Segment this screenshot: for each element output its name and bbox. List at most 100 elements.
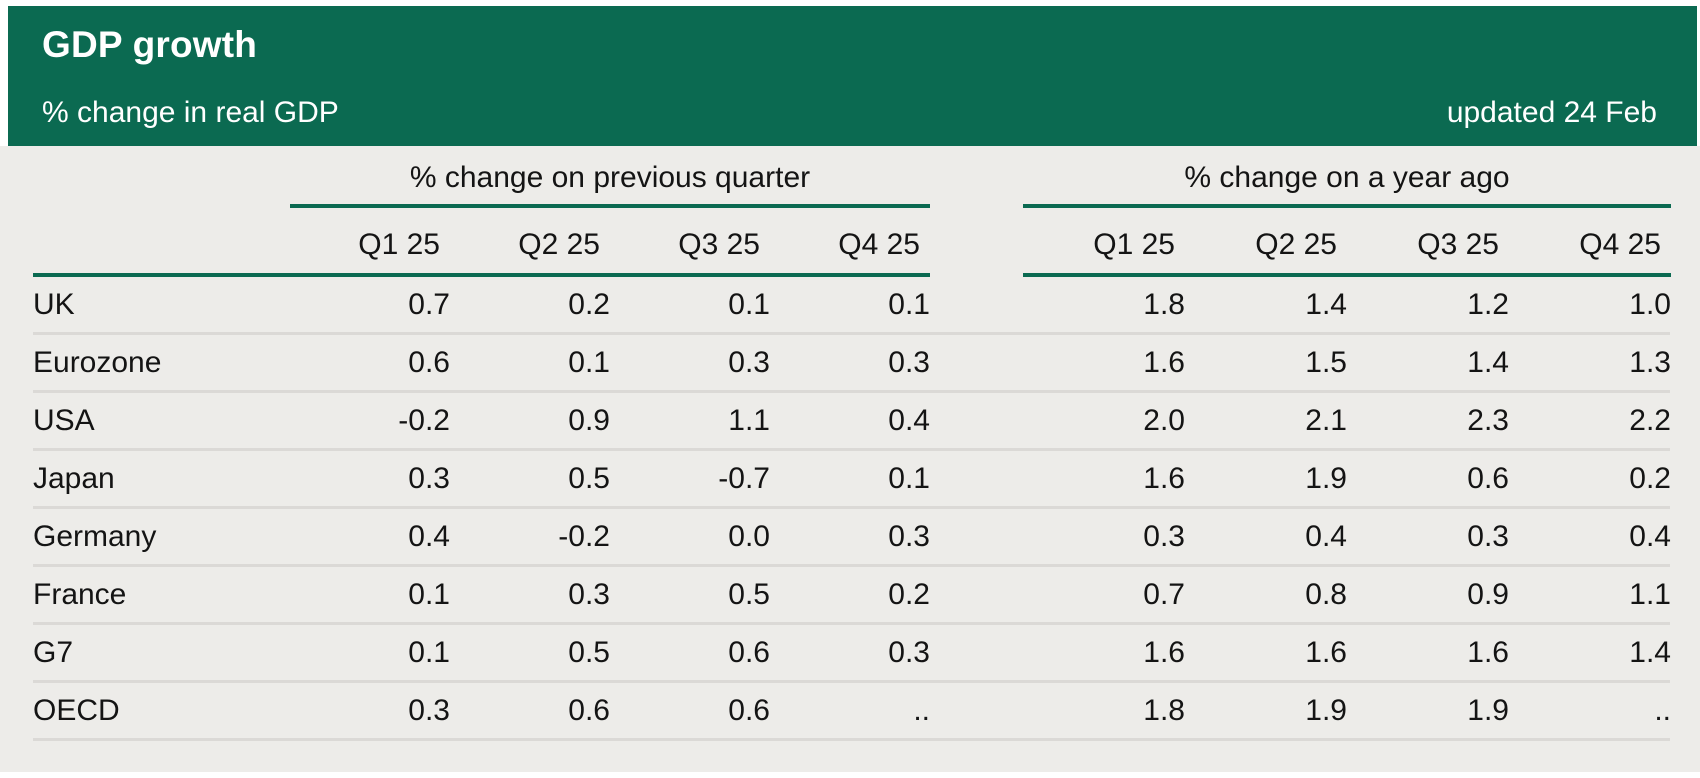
cell-year-q3: 1.4 (1467, 345, 1509, 379)
cell-year-q1: 0.3 (1143, 519, 1185, 553)
cell-year-q3: 0.9 (1467, 577, 1509, 611)
cell-prev-q2: -0.2 (558, 519, 610, 553)
row-label: OECD (33, 693, 120, 727)
cell-prev-q3: 0.5 (728, 577, 770, 611)
updated-label: updated 24 Feb (1446, 96, 1657, 129)
column-header-year-q3: Q3 25 (1347, 208, 1509, 277)
table-row: OECD 0.3 0.6 0.6 .. 1.8 1.9 1.9 .. (33, 683, 1671, 741)
card-header: GDP growth % change in real GDP updated … (8, 6, 1697, 146)
cell-year-q4: 1.3 (1629, 345, 1671, 379)
cell-year-q1: 2.0 (1143, 403, 1185, 437)
cell-prev-q3: 0.6 (728, 693, 770, 727)
cell-prev-q2: 0.2 (568, 287, 610, 321)
cell-year-q4: 1.1 (1629, 577, 1671, 611)
group-header-year-ago: % change on a year ago (1023, 146, 1671, 208)
table-row: Japan 0.3 0.5 -0.7 0.1 1.6 1.9 0.6 0.2 (33, 451, 1671, 509)
table-row: Eurozone 0.6 0.1 0.3 0.3 1.6 1.5 1.4 1.3 (33, 335, 1671, 393)
cell-prev-q1: 0.3 (408, 693, 450, 727)
column-header-prev-q1: Q1 25 (290, 208, 450, 277)
row-label: UK (33, 287, 75, 321)
cell-prev-q2: 0.6 (568, 693, 610, 727)
cell-prev-q4: .. (913, 693, 930, 727)
cell-year-q1: 1.8 (1143, 287, 1185, 321)
row-label: USA (33, 403, 95, 437)
cell-prev-q2: 0.3 (568, 577, 610, 611)
page-subtitle: % change in real GDP (42, 96, 339, 129)
group-header-row: % change on previous quarter % change on… (33, 146, 1671, 208)
cell-prev-q4: 0.1 (888, 461, 930, 495)
cell-year-q4: 0.4 (1629, 519, 1671, 553)
cell-prev-q3: 1.1 (728, 403, 770, 437)
table-row: France 0.1 0.3 0.5 0.2 0.7 0.8 0.9 1.1 (33, 567, 1671, 625)
table-panel: % change on previous quarter % change on… (0, 146, 1700, 772)
cell-prev-q2: 0.9 (568, 403, 610, 437)
cell-prev-q3: 0.1 (728, 287, 770, 321)
cell-year-q3: 1.9 (1467, 693, 1509, 727)
cell-prev-q1: 0.1 (408, 635, 450, 669)
cell-year-q4: 0.2 (1629, 461, 1671, 495)
cell-year-q3: 0.6 (1467, 461, 1509, 495)
cell-year-q1: 1.6 (1143, 345, 1185, 379)
column-header-prev-q4: Q4 25 (770, 208, 930, 277)
cell-prev-q3: 0.0 (728, 519, 770, 553)
cell-year-q4: 1.0 (1629, 287, 1671, 321)
column-header-year-q1: Q1 25 (1023, 208, 1185, 277)
cell-year-q1: 1.6 (1143, 635, 1185, 669)
cell-prev-q1: 0.4 (408, 519, 450, 553)
cell-prev-q2: 0.5 (568, 635, 610, 669)
cell-prev-q1: 0.1 (408, 577, 450, 611)
cell-year-q2: 0.4 (1305, 519, 1347, 553)
table-row: G7 0.1 0.5 0.6 0.3 1.6 1.6 1.6 1.4 (33, 625, 1671, 683)
cell-year-q2: 2.1 (1305, 403, 1347, 437)
cell-prev-q1: 0.7 (408, 287, 450, 321)
cell-prev-q4: 0.2 (888, 577, 930, 611)
row-label: Germany (33, 519, 157, 553)
cell-year-q4: .. (1654, 693, 1671, 727)
cell-prev-q2: 0.1 (568, 345, 610, 379)
column-header-year-q2: Q2 25 (1185, 208, 1347, 277)
column-header-blank (33, 208, 290, 277)
cell-prev-q3: -0.7 (718, 461, 770, 495)
cell-prev-q1: 0.6 (408, 345, 450, 379)
row-label: G7 (33, 635, 74, 669)
cell-prev-q4: 0.3 (888, 519, 930, 553)
cell-year-q2: 1.6 (1305, 635, 1347, 669)
column-header-year-q4: Q4 25 (1509, 208, 1671, 277)
cell-prev-q3: 0.3 (728, 345, 770, 379)
group-header-blank (33, 146, 290, 208)
cell-year-q3: 1.6 (1467, 635, 1509, 669)
cell-year-q4: 2.2 (1629, 403, 1671, 437)
cell-year-q2: 1.4 (1305, 287, 1347, 321)
cell-prev-q1: -0.2 (398, 403, 450, 437)
row-label: France (33, 577, 127, 611)
column-header-spacer (930, 208, 1023, 277)
cell-year-q3: 1.2 (1467, 287, 1509, 321)
table-row: UK 0.7 0.2 0.1 0.1 1.8 1.4 1.2 1.0 (33, 277, 1671, 335)
page-title: GDP growth (42, 24, 258, 65)
group-header-prev-quarter: % change on previous quarter (290, 146, 930, 208)
row-label: Eurozone (33, 345, 162, 379)
cell-year-q4: 1.4 (1629, 635, 1671, 669)
cell-prev-q3: 0.6 (728, 635, 770, 669)
cell-year-q3: 2.3 (1467, 403, 1509, 437)
cell-prev-q1: 0.3 (408, 461, 450, 495)
column-header-prev-q2: Q2 25 (450, 208, 610, 277)
cell-year-q1: 0.7 (1143, 577, 1185, 611)
cell-year-q1: 1.6 (1143, 461, 1185, 495)
column-header-row: Q1 25 Q2 25 Q3 25 Q4 25 Q1 25 Q2 25 Q3 2… (33, 208, 1671, 277)
row-label: Japan (33, 461, 115, 495)
cell-prev-q4: 0.3 (888, 635, 930, 669)
cell-year-q2: 1.9 (1305, 461, 1347, 495)
cell-year-q2: 1.9 (1305, 693, 1347, 727)
cell-prev-q4: 0.1 (888, 287, 930, 321)
column-header-prev-q3: Q3 25 (610, 208, 770, 277)
group-header-spacer (930, 146, 1023, 208)
cell-year-q3: 0.3 (1467, 519, 1509, 553)
table-row: USA -0.2 0.9 1.1 0.4 2.0 2.1 2.3 2.2 (33, 393, 1671, 451)
cell-year-q1: 1.8 (1143, 693, 1185, 727)
cell-year-q2: 0.8 (1305, 577, 1347, 611)
cell-year-q2: 1.5 (1305, 345, 1347, 379)
table-row: Germany 0.4 -0.2 0.0 0.3 0.3 0.4 0.3 0.4 (33, 509, 1671, 567)
cell-prev-q4: 0.4 (888, 403, 930, 437)
cell-prev-q2: 0.5 (568, 461, 610, 495)
